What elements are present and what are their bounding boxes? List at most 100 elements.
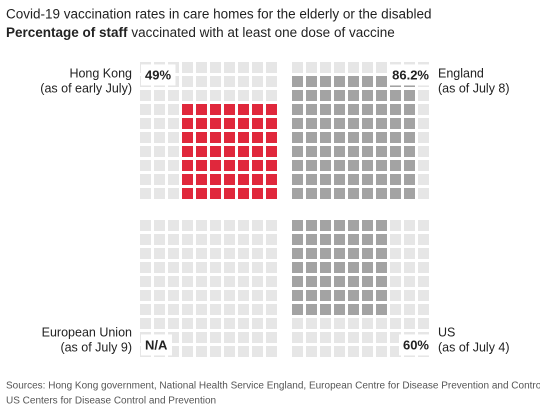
empty-cell	[182, 346, 193, 357]
empty-cell	[238, 318, 249, 329]
empty-cell	[320, 332, 331, 343]
filled-cell	[334, 160, 345, 171]
filled-cell	[306, 160, 317, 171]
filled-cell	[334, 304, 345, 315]
filled-cell	[210, 104, 221, 115]
empty-cell	[154, 262, 165, 273]
empty-cell	[168, 346, 179, 357]
empty-cell	[196, 262, 207, 273]
filled-cell	[224, 132, 235, 143]
empty-cell	[182, 276, 193, 287]
filled-cell	[252, 160, 263, 171]
empty-cell	[140, 318, 151, 329]
panel-name: England	[438, 66, 484, 80]
filled-cell	[404, 104, 415, 115]
empty-cell	[404, 318, 415, 329]
empty-cell	[376, 318, 387, 329]
filled-cell	[334, 174, 345, 185]
empty-cell	[390, 262, 401, 273]
filled-cell	[306, 234, 317, 245]
filled-cell	[334, 76, 345, 87]
empty-cell	[390, 234, 401, 245]
empty-cell	[418, 304, 429, 315]
empty-cell	[196, 76, 207, 87]
filled-cell	[390, 104, 401, 115]
empty-cell	[224, 304, 235, 315]
empty-cell	[292, 318, 303, 329]
empty-cell	[168, 234, 179, 245]
filled-cell	[238, 174, 249, 185]
empty-cell	[154, 104, 165, 115]
filled-cell	[320, 304, 331, 315]
filled-cell	[348, 90, 359, 101]
filled-cell	[210, 146, 221, 157]
filled-cell	[238, 160, 249, 171]
filled-cell	[306, 290, 317, 301]
empty-cell	[238, 220, 249, 231]
empty-cell	[154, 188, 165, 199]
empty-cell	[390, 318, 401, 329]
value-label: 49%	[145, 67, 171, 82]
filled-cell	[210, 160, 221, 171]
filled-cell	[334, 276, 345, 287]
filled-cell	[320, 118, 331, 129]
empty-cell	[390, 304, 401, 315]
filled-cell	[252, 132, 263, 143]
empty-cell	[182, 76, 193, 87]
empty-cell	[182, 62, 193, 73]
filled-cell	[348, 160, 359, 171]
filled-cell	[306, 90, 317, 101]
empty-cell	[168, 174, 179, 185]
filled-cell	[292, 220, 303, 231]
empty-cell	[168, 90, 179, 101]
empty-cell	[362, 62, 373, 73]
empty-cell	[140, 304, 151, 315]
filled-cell	[348, 248, 359, 259]
empty-cell	[182, 318, 193, 329]
empty-cell	[266, 276, 277, 287]
filled-cell	[376, 160, 387, 171]
empty-cell	[154, 220, 165, 231]
filled-cell	[210, 174, 221, 185]
empty-cell	[140, 188, 151, 199]
empty-cell	[224, 276, 235, 287]
empty-cell	[154, 174, 165, 185]
empty-cell	[320, 62, 331, 73]
empty-cell	[238, 276, 249, 287]
empty-cell	[182, 248, 193, 259]
filled-cell	[348, 304, 359, 315]
empty-cell	[320, 346, 331, 357]
filled-cell	[224, 118, 235, 129]
empty-cell	[154, 276, 165, 287]
filled-cell	[362, 90, 373, 101]
empty-cell	[252, 332, 263, 343]
filled-cell	[266, 104, 277, 115]
filled-cell	[390, 90, 401, 101]
empty-cell	[140, 220, 151, 231]
filled-cell	[210, 132, 221, 143]
filled-cell	[390, 174, 401, 185]
waffle-panel	[140, 220, 277, 357]
empty-cell	[252, 248, 263, 259]
filled-cell	[306, 104, 317, 115]
empty-cell	[292, 346, 303, 357]
panel-date: (as of July 9)	[60, 340, 132, 354]
filled-cell	[266, 160, 277, 171]
filled-cell	[224, 104, 235, 115]
filled-cell	[348, 262, 359, 273]
waffle-fill	[182, 104, 277, 199]
empty-cell	[210, 304, 221, 315]
value-label: 60%	[403, 337, 429, 352]
filled-cell	[362, 132, 373, 143]
empty-cell	[140, 290, 151, 301]
value-label: N/A	[145, 337, 168, 352]
filled-cell	[182, 174, 193, 185]
filled-cell	[376, 118, 387, 129]
filled-cell	[348, 220, 359, 231]
filled-cell	[320, 76, 331, 87]
empty-cell	[418, 248, 429, 259]
filled-cell	[306, 262, 317, 273]
empty-cell	[418, 104, 429, 115]
filled-cell	[334, 234, 345, 245]
empty-cell	[196, 234, 207, 245]
